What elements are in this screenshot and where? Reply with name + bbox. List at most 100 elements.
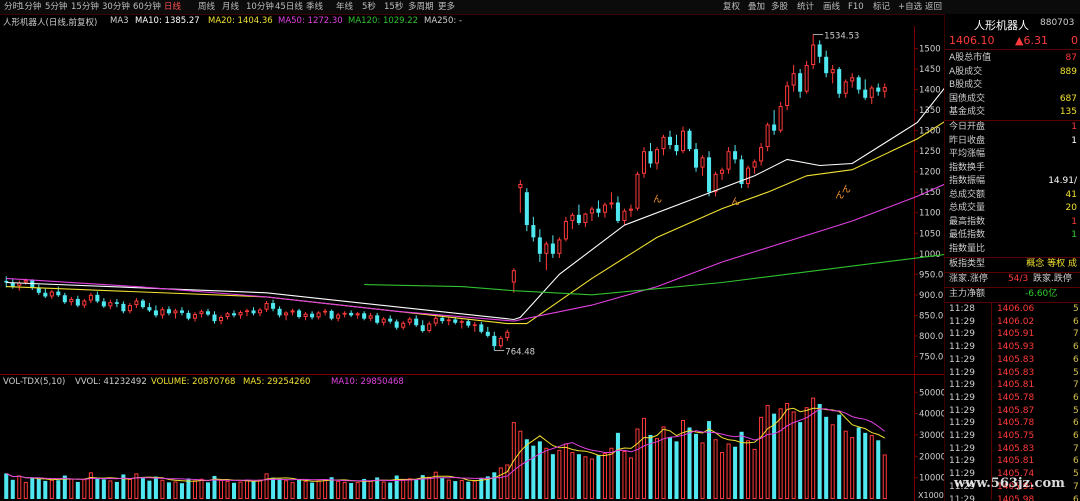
toolbar-button-3[interactable]: 统计 [797,2,815,12]
candle-body [681,130,686,152]
period-tab-8[interactable]: 月线 [222,2,240,12]
candle-body [615,202,620,221]
volume-bar [101,479,106,499]
candle-body [329,310,334,319]
volume-bar [694,433,699,499]
volume-bar [56,480,61,499]
candle-body [69,298,74,303]
period-tab-13[interactable]: 5秒 [362,2,376,12]
candle-body [192,314,197,319]
tick-volume: 6 [1073,316,1079,327]
period-tab-9[interactable]: 10分钟 [246,2,274,12]
volume-unit-label: X1000 [918,491,944,500]
volume-bar [778,408,783,499]
period-tab-12[interactable]: 年线 [336,2,354,12]
period-tab-7[interactable]: 周线 [198,2,216,12]
candle-body [824,56,829,74]
volume-bar [284,480,289,500]
volume-bar [863,432,868,499]
volume-bar [323,479,328,500]
candle-body [654,149,660,164]
tick-row: 11:29 1405.87 5 [945,405,1080,418]
volume-bar [661,426,666,499]
volume-bar [459,480,464,499]
toolbar-button-5[interactable]: F10 [848,2,864,12]
period-tab-0[interactable]: 分时 [4,2,22,12]
tick-row: 11:28 1406.06 5 [945,303,1080,316]
candle-body [563,220,568,240]
period-tab-1[interactable]: 1分钟 [19,2,42,12]
volume-bar [563,443,568,499]
volume-bar [401,479,406,499]
toolbar-button-7[interactable]: +自选 [898,2,923,12]
period-tab-5[interactable]: 60分钟 [133,2,161,12]
volume-bar [869,434,874,500]
candle-body [759,147,764,162]
tick-volume: 7 [1073,380,1079,391]
tick-volume: 7 [1073,481,1079,492]
volume-bar [173,481,178,499]
candle-body [153,310,158,316]
toolbar-button-1[interactable]: 叠加 [748,2,766,12]
candle-body [342,312,347,315]
stat-row: 指数换手 [945,162,1080,176]
candle-body [811,44,816,65]
period-tab-4[interactable]: 30分钟 [102,2,130,12]
candle-body [271,303,276,309]
volume-bar [492,472,497,499]
candle-body [726,151,731,170]
ma-label-2: MA20: 1404.36 [208,16,273,26]
candle-body [570,214,575,221]
tick-time: 11:29 [949,342,975,353]
period-tab-3[interactable]: 15分钟 [71,2,99,12]
candle-body [36,287,41,293]
tick-volume: 6 [1073,342,1079,353]
candle-body [245,310,250,313]
volume-bar [160,479,165,499]
index-price: 1406.10 [949,34,995,47]
period-tab-6[interactable]: 日线 [164,2,182,12]
tick-price: 1406.02 [997,316,1035,327]
candle-body [95,294,100,302]
toolbar-button-4[interactable]: 画线 [823,2,841,12]
candle-body [837,69,842,94]
toolbar-button-0[interactable]: 复权 [723,2,741,12]
quote-divider [945,120,1080,121]
main-flow-row: 主力净额 -6.60亿 [945,288,1080,302]
candle-body [62,295,67,303]
up-count-value: 54/3 [1008,274,1029,284]
volume-bar [225,480,230,500]
period-tab-10[interactable]: 45日线 [275,2,303,12]
candle-body [56,291,61,296]
toolbar-button-8[interactable]: 返回 [925,2,943,12]
down-count-label: 跌家.跌停 [1033,274,1072,284]
candle-body [264,303,269,310]
tick-time: 11:29 [949,481,975,492]
volume-tick-label: 30000 [919,431,944,441]
volume-bar [570,452,575,499]
toolbar-button-2[interactable]: 多股 [771,2,789,12]
period-tab-14[interactable]: 15秒 [384,2,404,12]
stat-row: 总成交量 20 [945,202,1080,216]
price-tick-label: 1050 [919,229,941,239]
volume-bar [231,482,237,499]
stat-row: 国债成交 687 [945,93,1080,107]
period-tab-2[interactable]: 5分钟 [45,2,68,12]
signal-mark: ん [731,196,740,207]
stat-label: 国债成交 [949,93,986,104]
candle-body [550,243,555,254]
candle-body [108,302,113,307]
period-tab-15[interactable]: 多周期 [408,2,434,12]
tick-price: 1405.81 [997,380,1035,391]
toolbar-button-6[interactable]: 标记 [873,2,891,12]
candle-body [694,149,699,168]
low-annotation: 764.48 [505,347,535,357]
candle-body [336,314,341,319]
candle-body [212,314,217,322]
period-tab-16[interactable]: 更多 [438,2,456,12]
volume-bar [62,475,67,499]
tick-row: 11:29 1405.78 6 [945,417,1080,430]
tick-volume: 5 [1073,405,1079,416]
period-tab-11[interactable]: 季线 [306,2,324,12]
stat-label: 平均涨幅 [949,149,986,159]
